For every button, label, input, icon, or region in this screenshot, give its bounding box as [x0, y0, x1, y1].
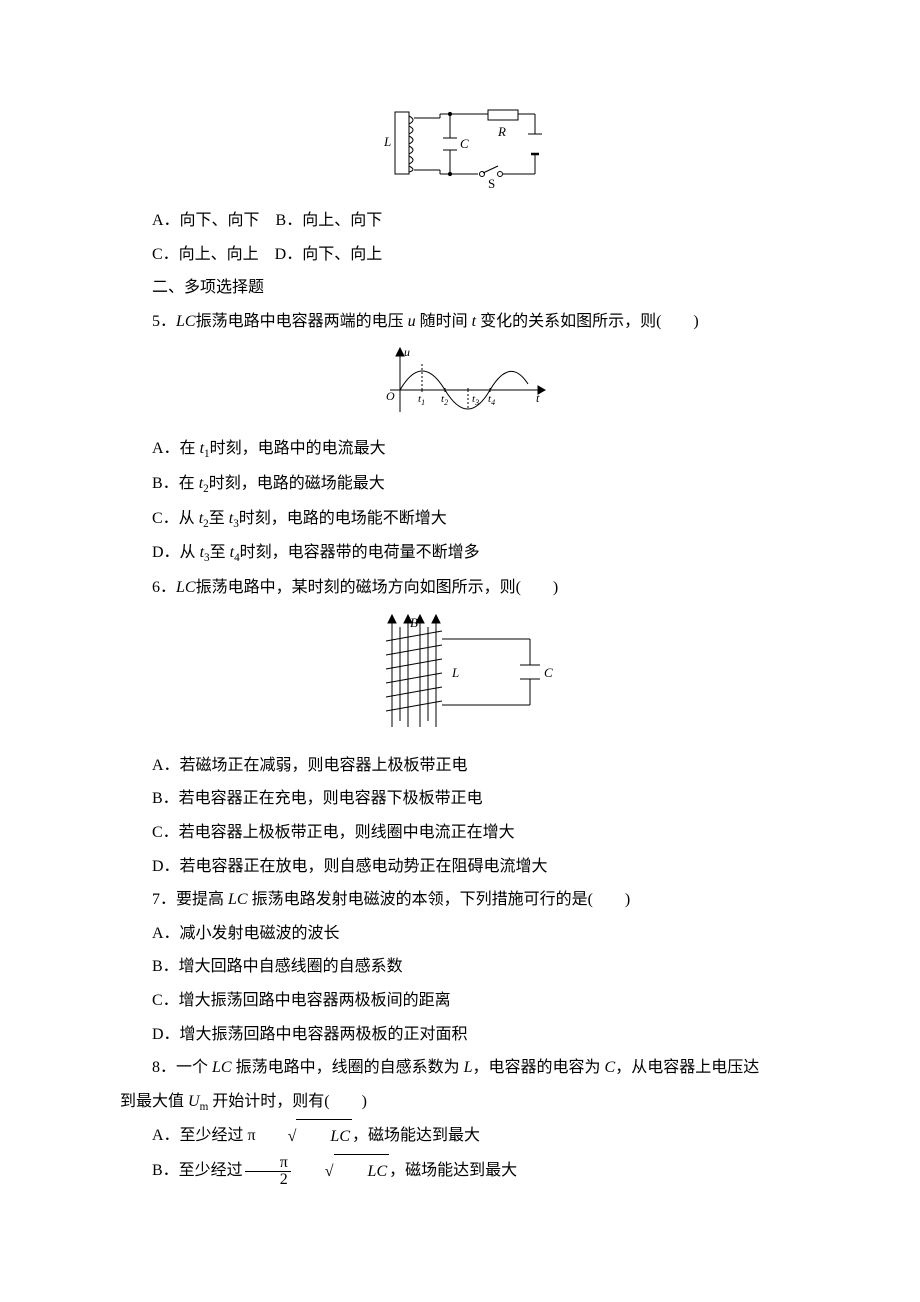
q7-option-a: A．减小发射电磁波的波长 — [120, 917, 800, 951]
label-B: B — [410, 615, 418, 630]
q5-option-b: B．在 t2时刻，电路的磁场能最大 — [120, 467, 800, 502]
q5-option-a: A．在 t1时刻，电路中的电流最大 — [120, 432, 800, 467]
label-C: C — [460, 136, 469, 151]
q6-option-b: B．若电容器正在充电，则电容器下极板带正电 — [120, 782, 800, 816]
q6-lc-diagram: B L C — [360, 609, 560, 739]
q5-option-c: C．从 t2至 t3时刻，电路的电场能不断增大 — [120, 502, 800, 537]
section-2-heading: 二、多项选择题 — [120, 271, 800, 305]
q8-stem-line2: 到最大值 Um 开始计时，则有( ) — [120, 1085, 800, 1120]
svg-text:t3: t3 — [472, 393, 479, 407]
q5-num: 5． — [152, 313, 176, 330]
q7-option-d: D．增大振荡回路中电容器两极板的正对面积 — [120, 1018, 800, 1052]
sqrt-icon: √LC — [293, 1154, 389, 1189]
svg-text:t1: t1 — [418, 393, 425, 407]
label-C6: C — [544, 665, 553, 680]
q5-stem: 5．LC振荡电路中电容器两端的电压 u 随时间 t 变化的关系如图所示，则( ) — [120, 305, 800, 339]
q7-option-b: B．增大回路中自感线圈的自感系数 — [120, 950, 800, 984]
fraction-icon: π2 — [245, 1155, 291, 1188]
q4-circuit-diagram: L C R S — [370, 104, 550, 194]
svg-text:t2: t2 — [441, 393, 448, 407]
q5-lc: LC — [176, 313, 196, 330]
q6-option-c: C．若电容器上极板带正电，则线圈中电流正在增大 — [120, 816, 800, 850]
label-S: S — [488, 176, 495, 191]
axis-u: u — [404, 345, 410, 359]
q6-stem: 6．LC振荡电路中，某时刻的磁场方向如图所示，则( ) — [120, 571, 800, 605]
q7-option-c: C．增大振荡回路中电容器两极板间的距离 — [120, 984, 800, 1018]
q4-option-cd: C．向上、向上 D．向下、向上 — [120, 238, 800, 272]
sqrt-icon: √LC — [256, 1119, 352, 1154]
q6-option-a: A．若磁场正在减弱，则电容器上极板带正电 — [120, 749, 800, 783]
q8-option-b: B．至少经过π2√LC，磁场能达到最大 — [120, 1154, 800, 1189]
q4-option-ab: A．向下、向下 B．向上、向下 — [120, 204, 800, 238]
label-L6: L — [451, 665, 459, 680]
physics-worksheet-page: L C R S A．向下、向下 B．向上、向下 C．向上、向上 D．向下、向上 … — [0, 0, 920, 1269]
label-R: R — [497, 124, 506, 139]
q5-sine-graph: u O t t1 t2 t3 t4 — [360, 342, 560, 422]
q8-stem-line1: 8．一个 LC 振荡电路中，线圈的自感系数为 L，电容器的电容为 C，从电容器上… — [120, 1051, 800, 1085]
q6-option-d: D．若电容器正在放电，则自感电动势正在阻碍电流增大 — [120, 850, 800, 884]
q8-option-a: A．至少经过 π√LC，磁场能达到最大 — [120, 1119, 800, 1154]
q5-option-d: D．从 t3至 t4时刻，电容器带的电荷量不断增多 — [120, 536, 800, 571]
label-L: L — [383, 134, 391, 149]
q7-stem: 7．要提高 LC 振荡电路发射电磁波的本领，下列措施可行的是( ) — [120, 883, 800, 917]
axis-O: O — [386, 389, 395, 403]
svg-text:t4: t4 — [488, 393, 495, 407]
